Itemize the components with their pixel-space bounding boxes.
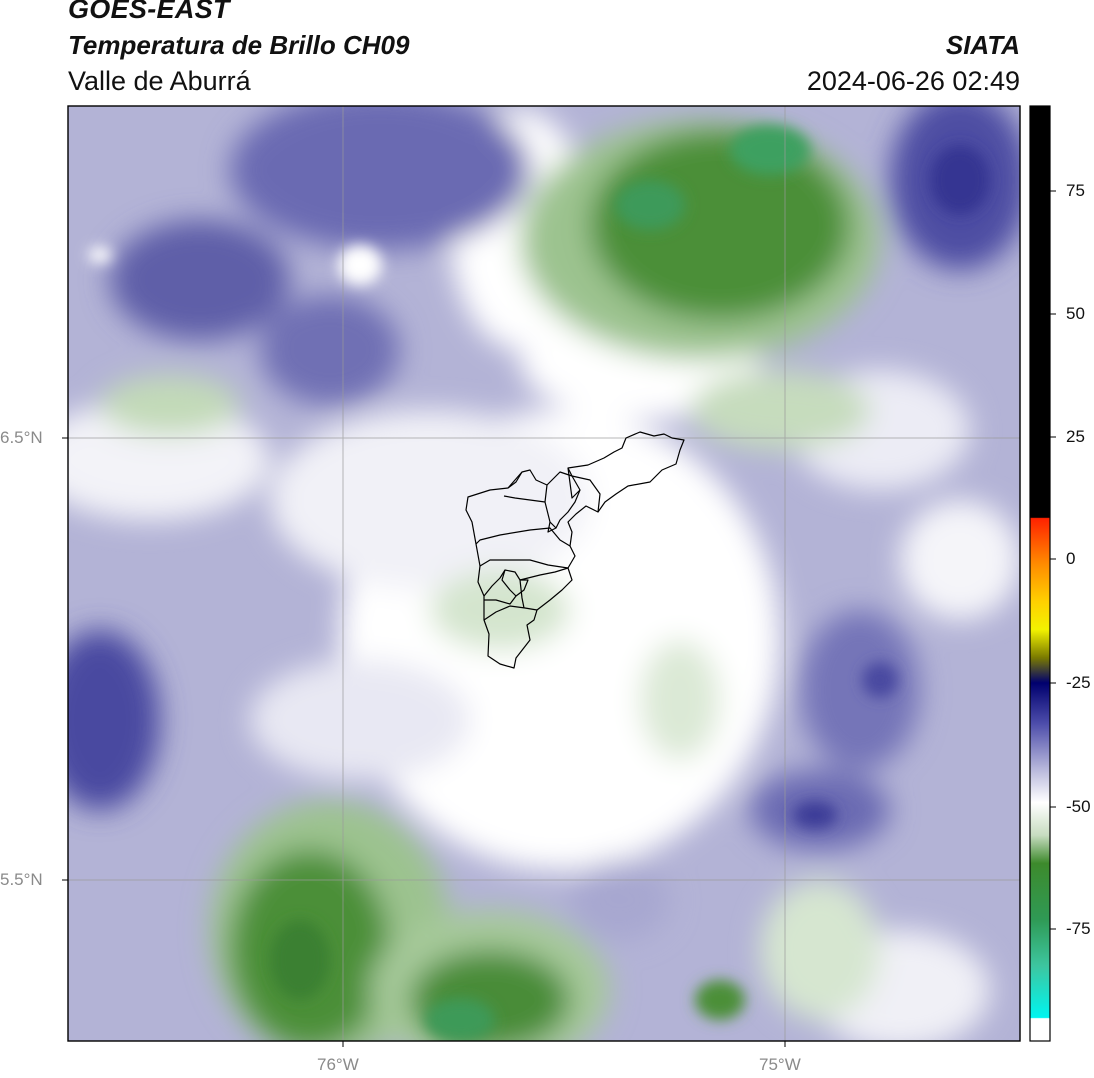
lat-label-6-5: 6.5°N	[0, 428, 43, 447]
lon-label-75: 75°W	[759, 1055, 801, 1074]
municipal-boundaries	[465, 431, 685, 669]
satellite-title: GOES-EAST	[68, 0, 230, 24]
colorbar-tick-25: 25	[1066, 427, 1085, 446]
colorbar-tick-neg75: -75	[1066, 919, 1091, 938]
colorbar-tick-0: 0	[1066, 549, 1076, 568]
colorbar-tick-neg25: -25	[1066, 673, 1091, 692]
product-title: Temperatura de Brillo CH09	[68, 30, 410, 60]
axis-ticks	[62, 437, 786, 1047]
colorbar-tick-neg50: -50	[1066, 797, 1091, 816]
colorbar-tick-50: 50	[1066, 304, 1085, 323]
organization-label: SIATA	[945, 30, 1020, 60]
datetime-label: 2024-06-26 02:49	[806, 66, 1020, 96]
graticule	[68, 106, 1020, 1041]
temperature-field	[68, 106, 1020, 1041]
lat-label-5-5: 5.5°N	[0, 870, 43, 889]
map-frame	[67, 105, 1021, 1042]
region-label: Valle de Aburrá	[68, 66, 251, 96]
colorbar	[1029, 105, 1056, 1042]
lon-label-76: 76°W	[317, 1055, 359, 1074]
colorbar-tick-75: 75	[1066, 181, 1085, 200]
